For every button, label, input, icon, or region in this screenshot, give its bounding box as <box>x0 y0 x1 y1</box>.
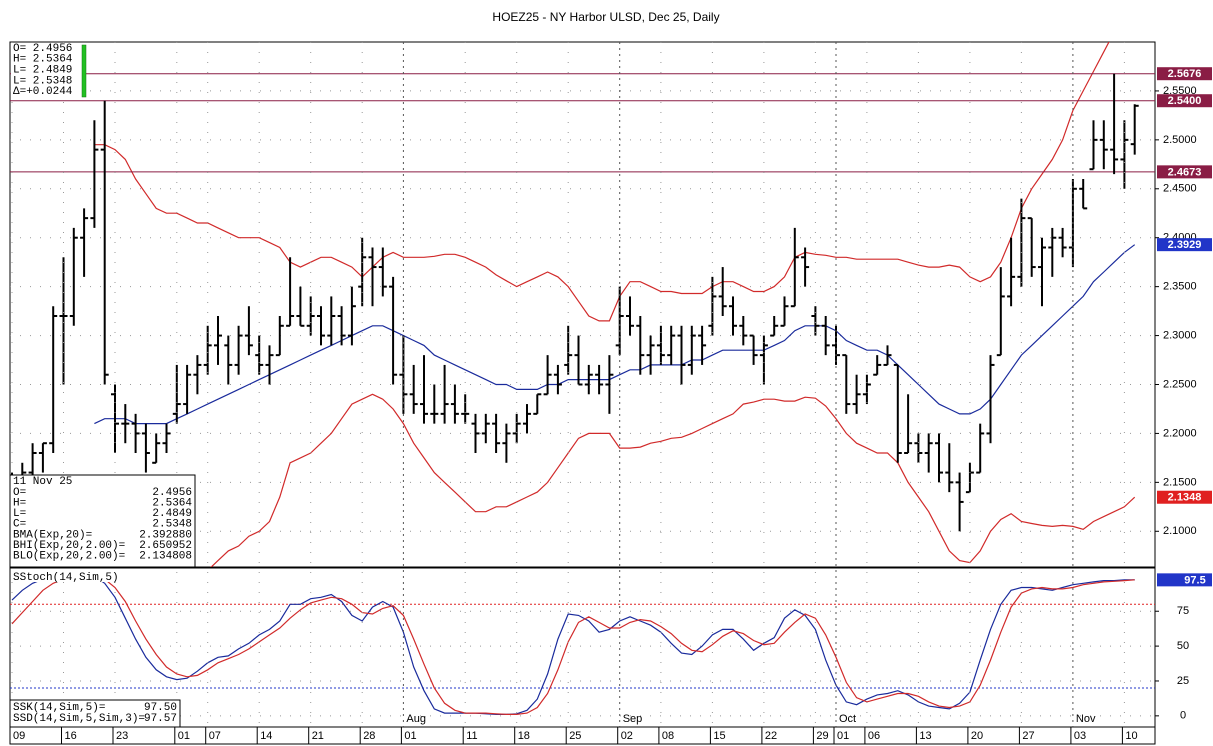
month-label: Sep <box>623 713 643 725</box>
y-tick-label: 2.5500 <box>1163 85 1197 97</box>
x-tick-label: 22 <box>765 730 777 742</box>
range-indicator <box>81 44 87 98</box>
plot-layer: 09 16 23 01 07 14 21 28 01 11 18 25 02 08 15 22 29 01 06 13… <box>9 41 1212 745</box>
data-window-label: BMA(Exp,20)= <box>13 529 92 541</box>
x-tick-label: 27 <box>1022 730 1034 742</box>
main-plot <box>10 42 1155 567</box>
stoch-readout <box>9 699 181 728</box>
x-tick-label: 16 <box>65 730 77 742</box>
data-window-label: BHI(Exp,20,2.00)= <box>13 540 125 552</box>
readout-label: SSK(14,Sim,5)= <box>13 702 105 714</box>
stoch-line <box>11 575 1135 715</box>
month-label: Aug <box>406 713 426 725</box>
x-tick-label: 11 <box>466 730 477 742</box>
y-tick-label: 25 <box>1177 675 1189 687</box>
price-tag <box>1157 67 1212 81</box>
price-tag <box>1157 238 1212 252</box>
data-window-value: 2.392880 <box>139 529 192 541</box>
y-tick-label: 50 <box>1177 640 1189 652</box>
x-tick-label: 02 <box>621 730 633 742</box>
y-tick-label: 2.3000 <box>1163 329 1197 341</box>
data-window-label: C= <box>13 519 26 531</box>
info-line: Δ=+0.0244 <box>13 86 73 98</box>
stoch-tag-label: 97.5 <box>1184 574 1205 586</box>
data-window-value: 2.5364 <box>152 498 192 510</box>
price-tag-label: 2.3929 <box>1168 239 1202 251</box>
y-tick-label: 75 <box>1177 605 1189 617</box>
x-tick-label: 08 <box>662 730 674 742</box>
x-tick-label: 01 <box>404 730 416 742</box>
price-tag <box>1157 94 1212 108</box>
data-window-value: 2.134808 <box>139 551 192 563</box>
y-tick-label: 2.2500 <box>1163 378 1197 390</box>
price-tag <box>1157 490 1212 504</box>
x-tick-label: 23 <box>116 730 128 742</box>
x-tick-label: 28 <box>363 730 375 742</box>
y-tick-label: 2.5000 <box>1163 134 1197 146</box>
x-tick-label: 01 <box>837 730 849 742</box>
info-line: H= 2.5364 <box>13 54 73 66</box>
x-tick-label: 07 <box>209 730 221 742</box>
x-tick-label: 29 <box>816 730 828 742</box>
info-box <box>11 43 85 99</box>
band-line <box>94 244 1136 425</box>
price-tag-label: 2.4673 <box>1168 166 1202 178</box>
x-tick-label: 20 <box>971 730 983 742</box>
band-line <box>210 393 1136 567</box>
y-tick-label: 2.3500 <box>1163 281 1197 293</box>
x-tick-label: 10 <box>1125 730 1137 742</box>
info-line: L= 2.4849 <box>13 65 72 77</box>
data-window-value: 2.4956 <box>152 487 192 499</box>
chart-title: HOEZ25 - NY Harbor ULSD, Dec 25, Daily <box>492 10 719 24</box>
data-window-label: O= <box>13 487 26 499</box>
stoch-plot <box>10 575 1155 717</box>
y-tick-label: 2.1000 <box>1163 525 1197 537</box>
readout-value: 97.57 <box>144 713 177 725</box>
y-tick-label: 2.2000 <box>1163 427 1197 439</box>
price-tag-label: 2.5676 <box>1168 68 1202 80</box>
data-window-label: L= <box>13 508 26 520</box>
data-window-value: 2.650952 <box>139 540 192 552</box>
price-tag-label: 2.5400 <box>1168 95 1202 107</box>
x-tick-label: 14 <box>260 730 272 742</box>
x-tick-label: 13 <box>919 730 931 742</box>
x-tick-label: 01 <box>178 730 190 742</box>
data-window-label: BLO(Exp,20,2.00)= <box>13 551 125 563</box>
readout-label: SSD(14,Sim,5,Sim,3)= <box>13 713 145 725</box>
stoch-title-bg <box>11 570 131 582</box>
y-tick-label: 2.4500 <box>1163 183 1197 195</box>
band-line <box>94 42 1110 322</box>
data-window-value: 2.5348 <box>152 519 192 531</box>
y-tick-label: 0 <box>1180 710 1186 722</box>
x-tick-label: 21 <box>312 730 324 742</box>
x-tick-label: 15 <box>713 730 725 742</box>
x-tick-label: 06 <box>868 730 880 742</box>
price-tag <box>1157 165 1212 179</box>
main-panel-frame <box>9 41 1156 568</box>
data-window-date: 11 Nov 25 <box>13 476 72 488</box>
y-tick-label: 2.1500 <box>1163 476 1197 488</box>
stoch-title: SStoch(14,Sim,5) <box>13 572 119 584</box>
info-line: O= 2.4956 <box>13 43 72 55</box>
info-line: L= 2.5348 <box>13 75 72 87</box>
x-tick-label: 03 <box>1074 730 1086 742</box>
x-tick-label: 18 <box>518 730 530 742</box>
month-label: Oct <box>839 713 856 725</box>
x-tick-label: 09 <box>13 730 25 742</box>
stoch-line <box>11 575 1135 715</box>
month-label: Nov <box>1076 713 1096 725</box>
data-window-value: 2.4849 <box>152 508 192 520</box>
stoch-tag <box>1157 573 1212 587</box>
readout-value: 97.50 <box>144 702 177 714</box>
price-tag-label: 2.1348 <box>1168 492 1202 504</box>
data-window-label: H= <box>13 498 26 510</box>
data-window <box>9 474 196 568</box>
x-tick-label: 25 <box>569 730 581 742</box>
